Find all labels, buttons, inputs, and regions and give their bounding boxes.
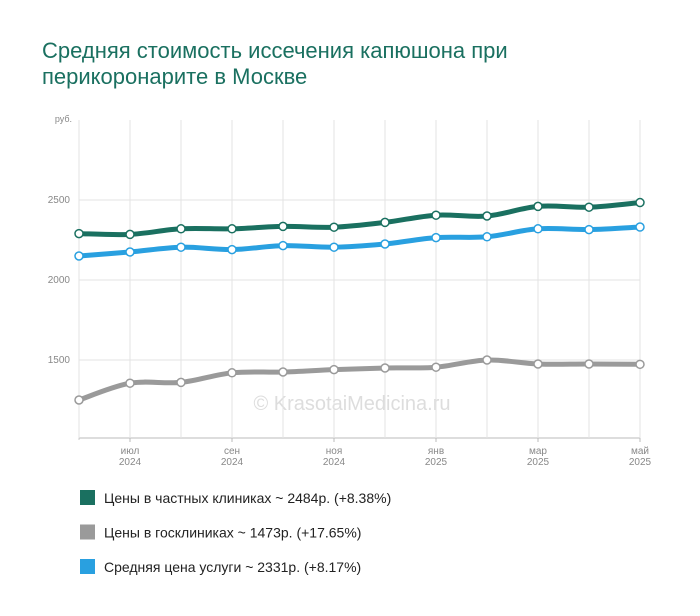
x-tick-label: янв 2025 [424,446,448,468]
point [482,232,492,242]
y-tick-label: 1500 [48,355,71,366]
point [380,239,390,249]
point [176,242,186,252]
watermark: © KrasotaiMedicina.ru [253,393,450,415]
point [329,242,339,252]
legend-swatch [80,490,95,505]
point [74,395,84,405]
x-tick-label: сен 2024 [220,446,244,468]
point [176,377,186,388]
chart-title: Средняя стоимость иссечения капюшона при… [42,38,508,89]
point [635,197,645,208]
x-tick-label: мар 2025 [526,446,550,468]
point [431,210,441,220]
legend-swatch [80,524,95,540]
x-tick-label: ноя 2024 [322,446,346,468]
point [227,368,237,378]
point [533,201,543,212]
point [431,232,441,243]
point [482,355,492,365]
point [380,217,390,228]
point [533,359,543,369]
point [278,240,288,251]
point [125,229,135,240]
point [125,247,135,257]
point [74,251,84,261]
point [635,359,645,370]
x-tick-label: июл 2024 [118,446,142,468]
legend-label: Средняя цена услуги ~ 2331р. (+8.17%) [104,559,361,575]
point [176,224,186,234]
y-unit: руб. [55,114,72,124]
point [227,224,237,234]
legend-swatch [80,559,95,574]
point [584,359,594,369]
point [329,364,339,375]
point [227,244,237,255]
legend-label: Цены в госклиниках ~ 1473р. (+17.65%) [104,525,361,541]
point [380,363,390,373]
point [278,367,288,377]
point [329,222,339,232]
y-tick-label: 2000 [48,275,71,286]
point [635,222,645,232]
point [482,211,492,221]
legend-label: Цены в частных клиниках ~ 2484р. (+8.38%… [104,490,391,506]
point [584,202,594,212]
point [74,228,84,239]
point [533,224,543,234]
x-tick-label: май 2025 [628,446,652,468]
point [431,362,441,372]
y-tick-label: 2500 [48,195,71,206]
point [278,221,288,232]
point [125,378,135,388]
point [584,224,594,235]
